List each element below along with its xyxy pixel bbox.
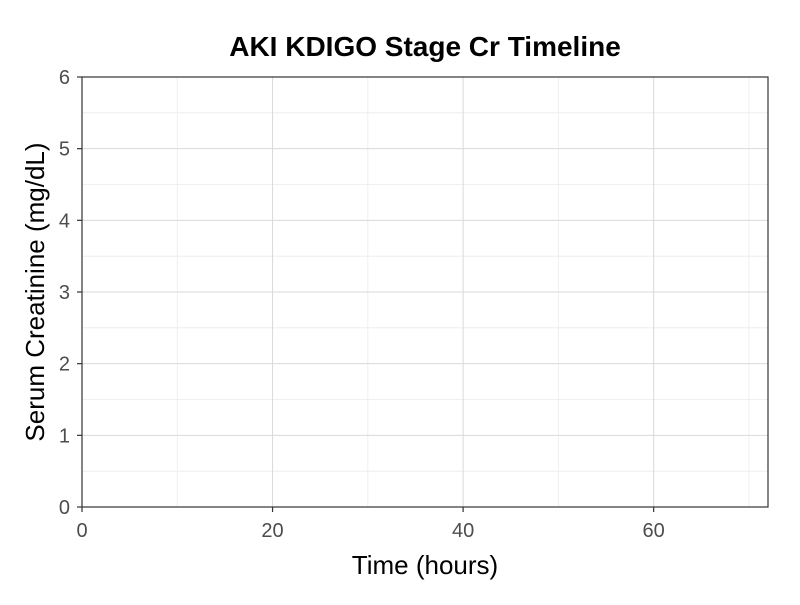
y-tick-label: 2 (59, 354, 70, 376)
x-tick-label: 0 (76, 520, 87, 542)
x-tick-label: 20 (261, 520, 283, 542)
y-tick-label: 0 (59, 497, 70, 519)
ticks-layer: 0 20 40 60 0 1 2 3 4 5 6 (59, 67, 665, 542)
y-tick-label: 1 (59, 425, 70, 447)
grid-layer (81, 76, 768, 508)
y-axis-title: Serum Creatinine (mg/dL) (20, 142, 50, 441)
y-tick-label: 4 (59, 210, 70, 232)
x-tick-label: 40 (452, 520, 474, 542)
x-tick-label: 60 (643, 520, 665, 542)
x-axis-title: Time (hours) (352, 550, 498, 580)
chart-title: AKI KDIGO Stage Cr Timeline (229, 31, 621, 62)
y-tick-label: 3 (59, 282, 70, 304)
y-tick-label: 6 (59, 67, 70, 89)
y-tick-label: 5 (59, 139, 70, 161)
